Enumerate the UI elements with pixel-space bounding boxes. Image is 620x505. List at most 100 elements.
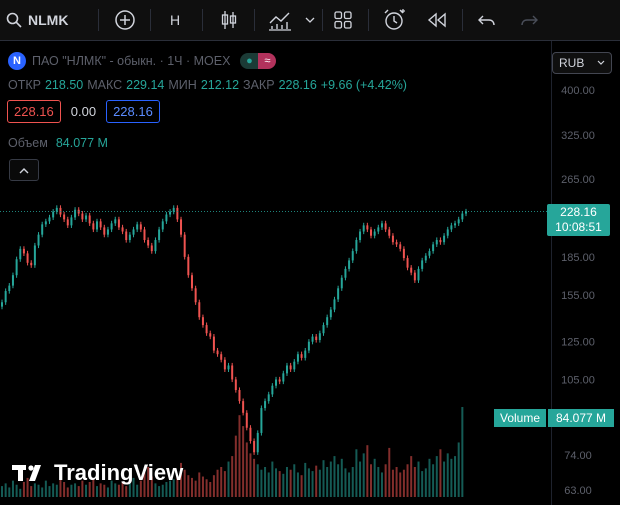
candle-body — [132, 229, 135, 235]
indicators-button[interactable] — [266, 8, 294, 32]
candle-body — [410, 267, 413, 273]
candle-body — [11, 275, 14, 286]
volume-bar — [256, 464, 259, 497]
volume-bar — [242, 426, 245, 497]
chart-type-button[interactable] — [216, 8, 242, 32]
candle-body — [285, 365, 288, 374]
tradingview-logo[interactable]: TradingView — [12, 460, 183, 486]
chevron-down-icon — [305, 17, 315, 23]
replay-button[interactable] — [424, 8, 450, 32]
interval-button[interactable]: H — [162, 8, 188, 32]
candles — [1, 205, 467, 455]
volume-bar — [212, 475, 215, 497]
price-tick-label: 185.00 — [561, 252, 595, 264]
candle-body — [454, 223, 457, 226]
redo-icon — [521, 15, 538, 26]
sell-button[interactable]: 228.16 — [7, 100, 61, 123]
candle-body — [315, 336, 318, 340]
market-status-pill[interactable]: ● ≈ — [240, 53, 277, 69]
candle-body — [187, 256, 190, 276]
trade-buttons: 228.16 0.00 228.16 — [7, 100, 160, 123]
volume-bar — [41, 487, 44, 497]
buy-button[interactable]: 228.16 — [106, 100, 160, 123]
volume-bar — [384, 464, 387, 497]
candle-body — [106, 229, 109, 235]
currency-select[interactable]: RUB — [552, 52, 612, 74]
volume-bar — [55, 484, 58, 497]
candle-body — [359, 231, 362, 241]
candle-body — [289, 365, 292, 370]
templates-button[interactable] — [330, 8, 356, 32]
candle-body — [465, 211, 467, 214]
volume-bar — [165, 482, 168, 497]
symbol-title[interactable]: ПАО "НЛМК" - обыкн. · 1Ч · MOEX — [32, 54, 231, 68]
divider — [98, 9, 99, 31]
volume-bar — [19, 488, 22, 497]
candle-body — [143, 229, 146, 241]
currency-label: RUB — [559, 56, 585, 70]
candle-body — [417, 268, 420, 281]
alert-button[interactable] — [380, 8, 408, 32]
volume-bar — [245, 442, 248, 497]
volume-bar — [172, 479, 175, 497]
candle-body — [322, 325, 325, 334]
chevron-up-icon — [19, 167, 29, 173]
volume-bar — [260, 469, 263, 497]
volume-bar — [457, 442, 460, 497]
symbol-search[interactable]: NLMK — [6, 8, 68, 32]
candle-body — [63, 214, 66, 220]
volume-bar — [289, 469, 292, 497]
volume-bar — [318, 469, 321, 497]
volume-bar — [11, 480, 14, 497]
volume-bar — [326, 467, 329, 497]
volume-bar — [187, 475, 190, 497]
volume-bar — [278, 471, 281, 497]
undo-icon — [478, 15, 495, 26]
brand-name: TradingView — [54, 460, 184, 485]
candle-body — [304, 350, 307, 358]
volume-bar — [95, 486, 98, 497]
candle-body — [74, 209, 77, 218]
volume-bar — [121, 482, 124, 497]
volume-bar — [169, 480, 172, 497]
candle-body — [33, 245, 36, 266]
price-tick-label: 325.00 — [561, 130, 595, 142]
volume-bar — [143, 472, 146, 497]
undo-button[interactable] — [474, 8, 500, 32]
plus-circle-icon — [115, 10, 135, 30]
volume-bar — [285, 467, 288, 497]
search-icon — [6, 12, 22, 28]
candle-body — [169, 211, 172, 215]
candle-body — [139, 224, 142, 230]
candle-body — [402, 248, 405, 259]
spread-value: 0.00 — [70, 104, 97, 119]
volume-bar — [161, 484, 164, 497]
volume-bar — [70, 484, 73, 497]
candle-body — [245, 412, 248, 428]
candle-body — [81, 213, 84, 220]
volume-bar — [37, 484, 40, 497]
volume-bar — [315, 465, 318, 497]
volume-bar — [48, 486, 51, 497]
candle-body — [30, 262, 33, 266]
volume-bar — [176, 476, 179, 497]
volume-bar — [443, 461, 446, 497]
candle-body — [348, 260, 351, 269]
volume-bar — [399, 472, 402, 497]
compare-button[interactable] — [112, 8, 138, 32]
candle-body — [282, 373, 285, 382]
volume-bar — [435, 456, 438, 497]
candle-body — [300, 354, 303, 358]
rewind-icon — [427, 12, 446, 28]
redo-button[interactable] — [516, 8, 542, 32]
candle-body — [278, 379, 281, 382]
collapse-legend-button[interactable] — [9, 159, 39, 181]
volume-bar — [15, 484, 18, 497]
candle-body — [370, 229, 373, 236]
indicators-dropdown[interactable] — [302, 8, 318, 32]
volume-bar — [421, 471, 424, 497]
chart-pane[interactable] — [0, 41, 620, 505]
candle-body — [125, 231, 128, 241]
volume-bar — [348, 472, 351, 497]
